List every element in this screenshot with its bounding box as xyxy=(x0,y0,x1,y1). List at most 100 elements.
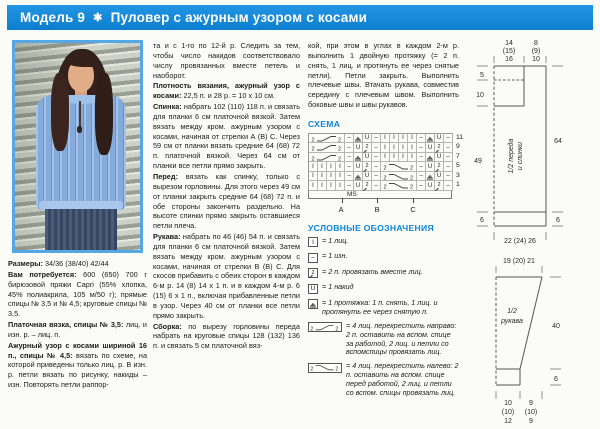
sleeve-bottom-left-2: (10) xyxy=(502,409,514,416)
knit-cell: I xyxy=(390,143,399,153)
instruction-paragraph: Вам потребуется: 600 (650) 700 г бирюзов… xyxy=(8,269,147,319)
knit-cell: I xyxy=(381,143,390,153)
purl-cell: – xyxy=(444,143,453,153)
legend-item-text: = 1 изн. xyxy=(322,251,348,261)
svg-text:2: 2 xyxy=(310,326,313,332)
chart-row: 2 2– Ψ U – I I I I – Ψ U – xyxy=(309,133,453,144)
body-top-right-3: 10 xyxy=(532,56,540,63)
purl-cell: – xyxy=(444,152,453,163)
legend-item: U = 1 накид xyxy=(308,283,459,294)
legend-item-text: = 4 лиц. перекрестить направо: 2 п. оста… xyxy=(346,320,457,357)
slip-decrease-cell: Ψ xyxy=(426,171,435,182)
body-top-right-1: 8 xyxy=(534,40,538,47)
legend-item-text: = 4 лиц. перекрестить налево: 2 п. остав… xyxy=(346,361,459,398)
slip-decrease-cell: Ψ xyxy=(426,152,435,163)
purl-cell: – xyxy=(372,133,381,144)
knit-cell: I xyxy=(309,181,318,191)
size-marker-label: С xyxy=(410,204,416,214)
svg-text:2: 2 xyxy=(410,185,413,191)
k2tog-cell: 2 xyxy=(363,181,372,191)
purl-cell: – xyxy=(372,152,381,163)
purl-cell: – xyxy=(444,133,453,144)
legend-item: 2 2 = 4 лиц. перекрестить налево: 2 п. ост… xyxy=(308,361,459,398)
knit-cell: I xyxy=(309,162,318,172)
instruction-paragraph: Ажурный узор с косами шириной 16 п., спи… xyxy=(8,340,148,390)
instruction-paragraph: Плотность вязания, ажурный узор с косами… xyxy=(153,81,300,101)
k2tog-cell: 2 xyxy=(435,143,444,153)
knitting-chart: 2 2– Ψ U – I I I I – Ψ U –2 2– U 2– I I I I – U 2–2 2– Ψ U – I I I I – Ψ… xyxy=(308,132,463,191)
body-label-line1: 1/2 переда xyxy=(507,138,515,173)
star-icon: ✱ xyxy=(93,12,103,24)
svg-text:2: 2 xyxy=(383,166,386,172)
sleeve-top: 19 (20) 21 xyxy=(503,258,535,265)
body-left-10: 10 xyxy=(476,92,484,99)
instruction-paragraph: кой, при этом в углах в каждом 2-м р. вы… xyxy=(308,41,459,110)
pattern-repeat-band: MS xyxy=(308,190,452,203)
legend-item: Ψ = 1 протяжка: 1 п. снять, 1 лиц. и прот… xyxy=(308,298,459,317)
knit-cell: I xyxy=(399,143,408,153)
finishing-text: кой, при этом в углах в каждом 2-м р. вы… xyxy=(308,41,459,110)
sleeve-right-6: 6 xyxy=(554,376,558,383)
slip-decrease-cell: Ψ xyxy=(354,133,363,144)
marker-tick-b xyxy=(377,197,379,203)
slip-decrease-cell: Ψ xyxy=(354,171,363,182)
body-left-6: 6 xyxy=(480,217,484,224)
svg-text:2: 2 xyxy=(311,147,314,153)
k2tog-cell: 2 xyxy=(363,162,372,172)
knit-cell: I xyxy=(336,171,345,182)
slip-decrease-icon: Ψ xyxy=(427,154,433,162)
k2tog-icon: 2 xyxy=(365,162,369,169)
sleeve-bottom-right-2: (10) xyxy=(525,409,537,416)
yarnover-cell: U xyxy=(435,133,444,144)
sleeve-label-line2: рукава xyxy=(500,318,523,325)
knit-cell: I xyxy=(318,181,327,191)
yarnover-cell: U xyxy=(435,152,444,163)
purl-cell: – xyxy=(372,181,381,191)
k2tog-cell: 2 xyxy=(435,162,444,172)
legend-item: – = 1 изн. xyxy=(308,252,459,263)
slip-decrease-icon: Ψ xyxy=(310,301,316,309)
slip-decrease-icon: Ψ xyxy=(427,135,433,143)
body-right-6: 6 xyxy=(556,217,560,224)
svg-text:2: 2 xyxy=(311,156,314,162)
purl-cell: – xyxy=(417,152,426,163)
yarnover-cell: U xyxy=(354,143,363,153)
chart-row: I I I I – U 2–2 2– U 2– xyxy=(309,162,453,172)
model-number: Модель 9 xyxy=(20,10,86,25)
body-top-left-3: 16 xyxy=(505,56,513,63)
slip-decrease-icon: Ψ xyxy=(355,154,361,162)
page-title-bar: Модель 9 ✱ Пуловер с ажурным узором с ко… xyxy=(7,5,593,30)
chart-row-number: 9 xyxy=(456,143,460,151)
k2tog-cell: 2 xyxy=(435,181,444,191)
knit-cell: I xyxy=(381,152,390,163)
purl-cell: – xyxy=(372,171,381,182)
yarnover-cell: U xyxy=(363,171,372,182)
purl-cell: – xyxy=(345,133,354,144)
svg-text:2: 2 xyxy=(410,175,413,181)
photo-necklace xyxy=(79,101,81,127)
knit-cell: I xyxy=(408,143,417,153)
size-marker-label: А xyxy=(338,204,344,214)
yarnover-cell: U xyxy=(354,162,363,172)
chart-row-number: 5 xyxy=(456,162,460,170)
yarnover-cell: U xyxy=(354,181,363,191)
schema-heading: СХЕМА xyxy=(308,118,341,129)
slip-decrease-icon: Ψ xyxy=(427,173,433,181)
photo-collar xyxy=(63,95,101,104)
chart-row-numbers: 11 9 7 5 3 1 xyxy=(456,133,463,191)
photo-hem-band xyxy=(39,201,123,210)
knit-cell: I xyxy=(327,181,336,191)
slip-decrease-icon: Ψ xyxy=(355,173,361,181)
k2tog-icon: 2 xyxy=(437,162,441,169)
legend-list: I = 1 лиц. – = 1 изн. 2 = 2 п. провязать вмес… xyxy=(308,236,459,398)
svg-text:2: 2 xyxy=(338,137,341,143)
body-top-left-1: 14 xyxy=(505,40,513,47)
chart-row: I I I I – Ψ U –2 2– Ψ U – xyxy=(309,171,453,182)
